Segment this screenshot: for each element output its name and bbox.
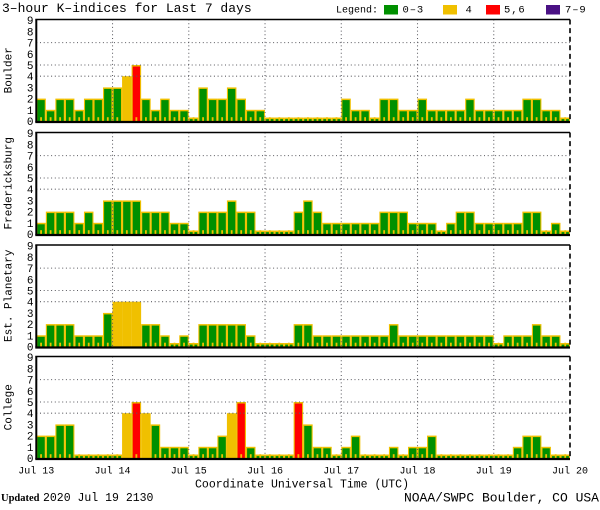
svg-text:4: 4 [466, 5, 473, 17]
svg-text:Jul 16: Jul 16 [247, 466, 283, 478]
svg-text:6: 6 [27, 275, 34, 287]
svg-text:1: 1 [27, 443, 34, 455]
svg-text:3: 3 [27, 83, 34, 95]
svg-text:4: 4 [27, 185, 34, 197]
svg-text:6: 6 [27, 50, 34, 62]
svg-text:7: 7 [27, 39, 34, 51]
svg-text:Est. Planetary: Est. Planetary [4, 249, 16, 342]
svg-text:8: 8 [27, 364, 34, 376]
svg-text:Coordinate Universal Time (UTC: Coordinate Universal Time (UTC) [195, 479, 409, 492]
svg-text:7: 7 [27, 264, 34, 276]
svg-text:9: 9 [27, 242, 34, 254]
svg-text:2020 Jul 19 2130: 2020 Jul 19 2130 [43, 492, 154, 505]
svg-text:5: 5 [27, 61, 34, 73]
svg-text:NOAA/SWPC Boulder, CO USA: NOAA/SWPC Boulder, CO USA [404, 491, 599, 506]
svg-text:7: 7 [27, 376, 34, 388]
svg-text:0: 0 [27, 230, 34, 242]
svg-text:0–3: 0–3 [403, 5, 425, 17]
svg-text:6: 6 [27, 163, 34, 175]
svg-text:3: 3 [27, 196, 34, 208]
svg-text:0: 0 [27, 117, 34, 129]
svg-text:Updated: Updated [1, 493, 40, 504]
svg-text:College: College [4, 384, 16, 430]
svg-text:Jul 13: Jul 13 [18, 466, 54, 478]
svg-text:4: 4 [27, 409, 34, 421]
svg-text:2: 2 [27, 95, 34, 107]
svg-text:Jul 17: Jul 17 [323, 466, 359, 478]
svg-text:Boulder: Boulder [4, 47, 16, 93]
svg-text:Jul 20: Jul 20 [552, 466, 588, 478]
svg-text:4: 4 [27, 298, 34, 310]
svg-text:9: 9 [27, 353, 34, 365]
svg-text:2: 2 [27, 432, 34, 444]
svg-text:0: 0 [27, 343, 34, 355]
svg-text:3: 3 [27, 309, 34, 321]
svg-text:Jul 15: Jul 15 [171, 466, 207, 478]
svg-text:2: 2 [27, 320, 34, 332]
svg-text:8: 8 [27, 27, 34, 39]
svg-text:7–9: 7–9 [565, 5, 587, 17]
svg-text:3–hour K–indices for Last 7 da: 3–hour K–indices for Last 7 days [2, 1, 252, 16]
svg-text:1: 1 [27, 331, 34, 343]
svg-text:5: 5 [27, 287, 34, 299]
svg-text:4: 4 [27, 72, 34, 84]
svg-text:8: 8 [27, 140, 34, 152]
svg-text:6: 6 [27, 387, 34, 399]
svg-text:Jul 19: Jul 19 [476, 466, 512, 478]
svg-text:2: 2 [27, 208, 34, 220]
svg-text:Legend:: Legend: [336, 5, 378, 17]
svg-text:9: 9 [27, 129, 34, 141]
svg-text:5: 5 [27, 174, 34, 186]
svg-text:Jul 14: Jul 14 [95, 466, 131, 478]
svg-text:5,6: 5,6 [504, 5, 526, 17]
svg-text:7: 7 [27, 152, 34, 164]
svg-text:1: 1 [27, 219, 34, 231]
svg-text:0: 0 [27, 454, 34, 466]
svg-text:3: 3 [27, 420, 34, 432]
svg-text:Jul 18: Jul 18 [400, 466, 436, 478]
svg-text:5: 5 [27, 398, 34, 410]
svg-text:1: 1 [27, 106, 34, 118]
svg-text:8: 8 [27, 253, 34, 265]
svg-text:9: 9 [27, 16, 34, 28]
svg-text:Fredericksburg: Fredericksburg [4, 137, 16, 229]
